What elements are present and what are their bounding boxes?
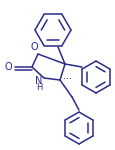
- Text: N: N: [35, 76, 42, 86]
- Text: ···: ···: [62, 74, 71, 84]
- Text: O: O: [4, 62, 12, 72]
- Text: O: O: [30, 42, 37, 52]
- Text: H: H: [36, 84, 42, 93]
